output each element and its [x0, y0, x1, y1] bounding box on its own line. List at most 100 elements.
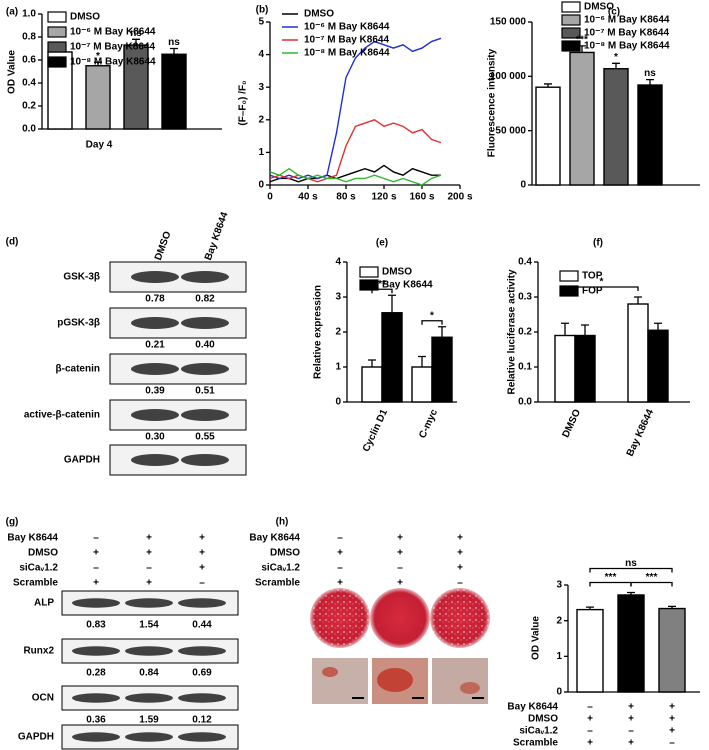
significance-label: *: [96, 51, 100, 62]
significance-label: ns: [130, 28, 142, 39]
condition-value: +: [146, 533, 152, 544]
y-tick-label: 2: [556, 615, 562, 626]
legend-swatch: [47, 56, 67, 68]
condition-value: –: [628, 726, 634, 737]
condition-value: +: [337, 578, 343, 589]
condition-value: +: [146, 548, 152, 559]
band-value: 0.44: [192, 620, 212, 631]
y-tick-label: 0: [556, 687, 562, 698]
x-tick-label: 160 s: [409, 192, 434, 203]
condition-label: siCaᵥ1.2: [261, 563, 300, 574]
condition-value: +: [587, 738, 593, 749]
column-header: Bay K8644: [203, 210, 231, 262]
significance-label: ***: [605, 572, 617, 583]
bar: [431, 336, 453, 403]
x-tick-label: C-myc: [417, 407, 440, 440]
error-bar: [668, 605, 676, 609]
x-tick-label: Bay K8644: [625, 407, 657, 458]
y-tick-label: 1: [258, 147, 264, 158]
legend-swatch: [561, 14, 581, 26]
dish-texture: [430, 588, 490, 648]
error-bar: [612, 62, 620, 69]
condition-value: –: [337, 533, 343, 544]
legend-label: 10⁻⁶ M Bay K8644: [70, 27, 156, 38]
bar: [576, 608, 604, 693]
y-axis-label: Fluorescence intensity: [487, 48, 498, 157]
significance-bracket: [421, 320, 443, 325]
significance-label: *: [614, 52, 618, 63]
blot-band: [181, 409, 229, 421]
bar: [658, 607, 686, 693]
condition-value: –: [199, 578, 205, 589]
condition-value: –: [397, 563, 403, 574]
condition-value: +: [397, 578, 403, 589]
blot-band: [178, 693, 226, 703]
stain: [322, 667, 338, 677]
bar: [603, 68, 629, 186]
stain: [460, 682, 480, 694]
error-bar: [438, 326, 446, 338]
bar: [617, 594, 645, 693]
x-tick-label: 80 s: [336, 192, 356, 203]
significance-bracket: [589, 567, 673, 573]
significance-bracket: [564, 286, 639, 291]
condition-value: –: [93, 563, 99, 574]
error-bar: [418, 355, 426, 367]
significance-label: ns: [625, 558, 637, 569]
condition-value: +: [628, 738, 634, 749]
band-value: 0.84: [139, 668, 159, 679]
panel-label: (e): [376, 238, 388, 249]
band-value: 1.59: [139, 715, 159, 726]
band-value: 0.82: [195, 294, 215, 305]
band-value: 0.21: [145, 340, 165, 351]
condition-value: –: [669, 738, 675, 749]
y-axis-label: OD Value: [531, 616, 542, 660]
legend-label: DMSO: [304, 9, 334, 20]
condition-value: +: [457, 548, 463, 559]
y-tick-label: 0: [258, 180, 264, 191]
x-tick-label: 0: [267, 192, 273, 203]
bar: [123, 44, 149, 130]
data-line: [269, 167, 442, 186]
condition-label: Bay K8644: [249, 533, 300, 544]
condition-value: +: [669, 702, 675, 713]
blot-band: [178, 598, 226, 608]
micrograph: [312, 658, 368, 704]
dish-texture: [310, 588, 370, 648]
blot-band: [131, 454, 179, 466]
significance-label: ***: [646, 572, 658, 583]
legend-label: FOP: [582, 286, 603, 297]
condition-value: +: [628, 702, 634, 713]
legend-swatch: [359, 266, 379, 278]
legend-label: 10⁻⁸ M Bay K8644: [304, 48, 390, 59]
y-tick-label: 0: [520, 180, 526, 191]
blot-band: [178, 732, 226, 742]
condition-value: +: [669, 726, 675, 737]
band-value: 0.55: [195, 432, 215, 443]
bar: [554, 334, 576, 403]
condition-value: –: [93, 533, 99, 544]
significance-label: *: [430, 310, 434, 321]
bar: [627, 303, 649, 403]
significance-label: ***: [576, 35, 588, 46]
row-label: GSK-3β: [63, 272, 100, 283]
panel-label: (b): [256, 5, 269, 16]
blot-band: [72, 693, 120, 703]
band-value: 1.54: [139, 620, 159, 631]
y-tick-label: 150 000: [490, 17, 527, 28]
panel-label: (h): [276, 517, 289, 528]
y-tick-label: 4: [258, 49, 264, 60]
blot-band: [181, 454, 229, 466]
condition-value: –: [457, 578, 463, 589]
row-label: β-catenin: [56, 364, 100, 375]
y-tick-label: 4: [335, 257, 341, 268]
legend-swatch: [561, 27, 581, 39]
legend-label: TOP: [582, 271, 603, 282]
y-axis-label: Relative expression: [313, 285, 324, 379]
condition-value: +: [397, 548, 403, 559]
condition-value: +: [669, 714, 675, 725]
band-value: 0.78: [145, 294, 165, 305]
row-label: pGSK-3β: [57, 318, 100, 329]
legend-label: DMSO: [584, 2, 614, 13]
